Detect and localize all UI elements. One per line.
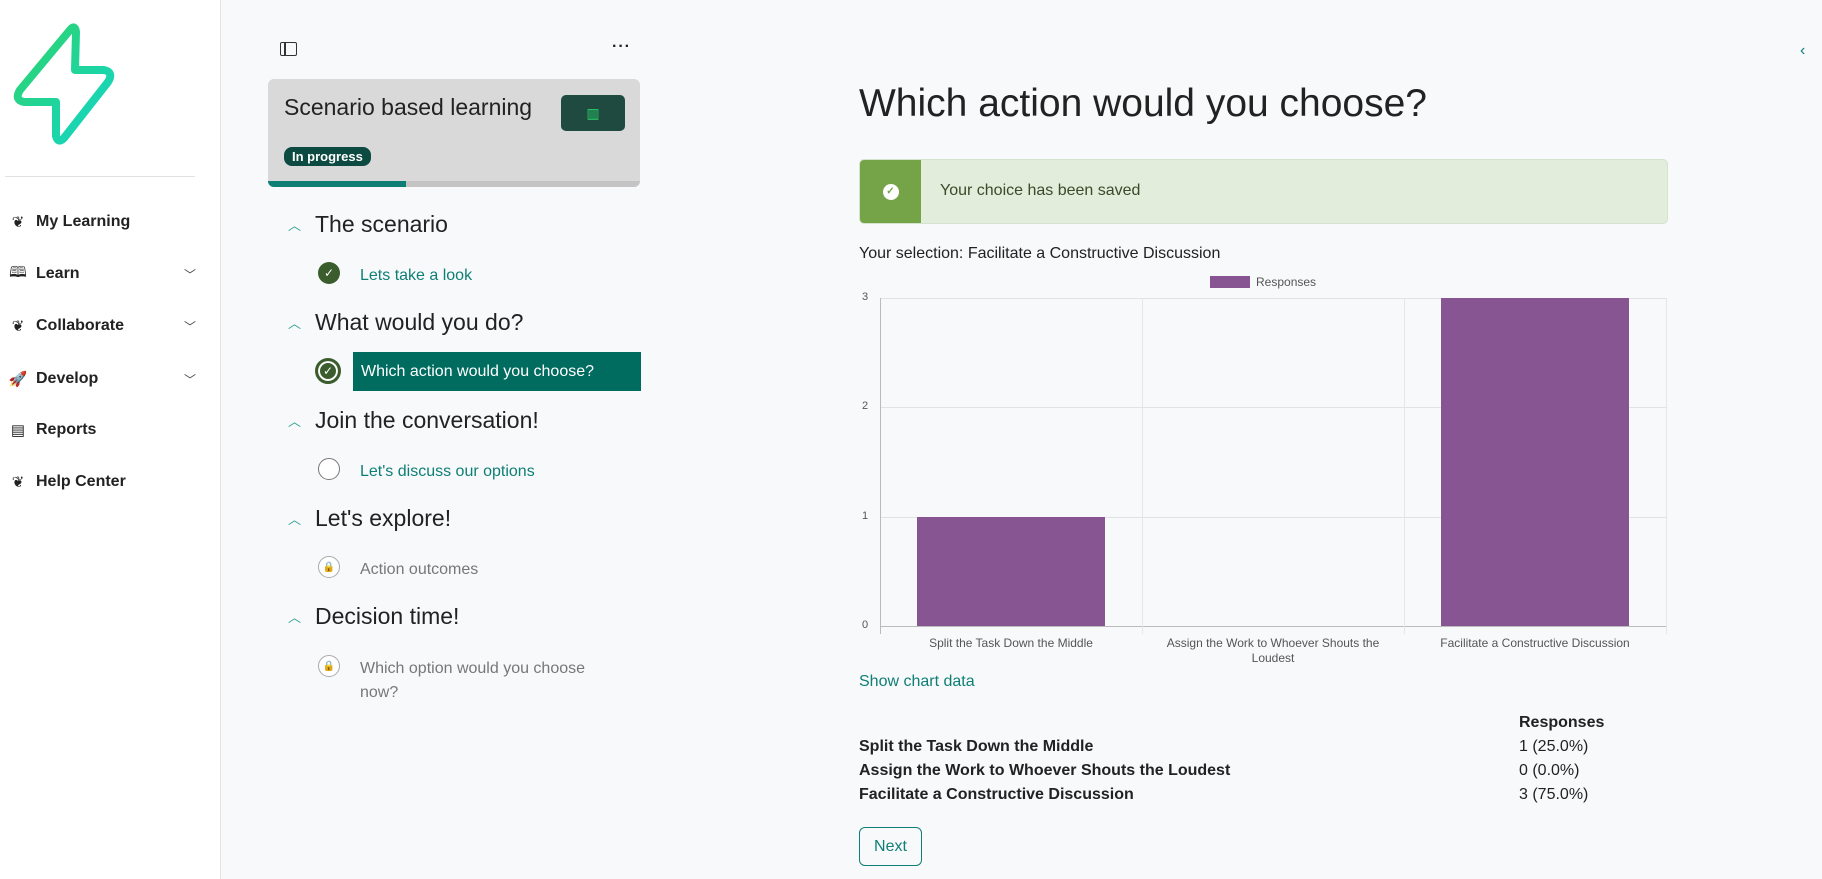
gridline	[880, 298, 1666, 299]
section-heading[interactable]: ︿ The scenario	[288, 211, 448, 238]
y-tick-label: 2	[862, 400, 869, 413]
chevron-up-icon[interactable]: ︿	[288, 218, 302, 233]
y-tick-label: 3	[862, 291, 869, 303]
chevron-up-icon[interactable]: ︿	[288, 610, 302, 625]
divider	[5, 176, 195, 177]
sidebar-toggle-icon[interactable]	[280, 42, 297, 56]
book-icon: 🕮	[9, 263, 27, 281]
gridline	[880, 516, 1666, 518]
gridline-vertical	[1666, 298, 1667, 634]
page-title: Which action would you choose?	[859, 82, 1427, 125]
y-tick-label: 0	[862, 619, 869, 631]
leaf-icon: ❦	[11, 474, 25, 491]
sidebar-item-label: Develop	[36, 370, 99, 387]
outline-item-label: Action outcomes	[360, 561, 479, 578]
table-row: Facilitate a Constructive Discussion 3 (7…	[859, 786, 1619, 804]
sidebar-item-label: Collaborate	[36, 317, 125, 334]
sidebar-item-label: Learn	[36, 265, 80, 282]
x-tick-label: Facilitate a Constructive Discussion	[1440, 636, 1630, 650]
course-card[interactable]: Scenario based learning ▥ In progress	[268, 79, 640, 187]
bar[interactable]	[1440, 298, 1630, 626]
sidebar-item-label: Help Center	[36, 473, 126, 490]
chevron-up-icon[interactable]: ︿	[288, 316, 302, 331]
outline-item: 🔒 Action outcomes	[318, 556, 620, 582]
bar[interactable]	[916, 516, 1106, 626]
sidebar-item-learn[interactable]: 🕮 Learn ﹀	[0, 256, 210, 292]
check-circle-icon: ✓	[315, 358, 341, 384]
row-value: 3 (75.0%)	[1519, 786, 1589, 803]
selection-text: Your selection: Facilitate a Constructiv…	[859, 245, 1221, 262]
y-axis	[880, 298, 881, 634]
section-heading[interactable]: ︿ Decision time!	[288, 603, 459, 630]
leaf-icon: ❦	[11, 318, 25, 335]
table-row: Assign the Work to Whoever Shouts the Lo…	[859, 762, 1619, 780]
chevron-left-icon[interactable]: ‹	[1800, 42, 1806, 59]
sidebar: ❦ My Learning 🕮 Learn ﹀ ❦ Collaborate ﹀ 🚀 Develop…	[0, 0, 221, 879]
outline-item-label: Which option would you choose now?	[360, 660, 586, 701]
next-button[interactable]: Next	[859, 827, 922, 866]
row-label: Assign the Work to Whoever Shouts the Lo…	[859, 762, 1231, 779]
gridline-vertical	[1142, 298, 1143, 634]
gridline-vertical	[1404, 298, 1405, 634]
chevron-down-icon[interactable]: ﹀	[183, 372, 196, 387]
gridline	[880, 407, 1666, 409]
status-badge: In progress	[284, 147, 371, 166]
outline-item: 🔒 Which option would you choose now?	[318, 655, 620, 705]
course-title: Scenario based learning	[284, 94, 533, 120]
lock-icon: 🔒	[318, 655, 340, 677]
show-chart-data-link[interactable]: Show chart data	[859, 673, 975, 690]
chevron-up-icon[interactable]: ︿	[288, 512, 302, 527]
success-alert: ✓ Your choice has been saved	[859, 159, 1668, 224]
sidebar-item-label: My Learning	[36, 213, 131, 230]
sidebar-item-collaborate[interactable]: ❦ Collaborate ﹀	[0, 308, 210, 344]
leaf-icon: ❦	[11, 214, 25, 231]
section-heading[interactable]: ︿ Let's explore!	[288, 505, 451, 532]
section-heading[interactable]: ︿ Join the conversation!	[288, 407, 539, 434]
section-title: Join the conversation!	[315, 407, 539, 433]
section-title: The scenario	[315, 211, 448, 237]
outline-item[interactable]: ✓ Which action would you choose?	[315, 352, 641, 391]
outline-item[interactable]: ✓ Lets take a look	[318, 262, 620, 288]
row-label: Facilitate a Constructive Discussion	[859, 786, 1134, 803]
section-title: Let's explore!	[315, 505, 452, 531]
check-circle-icon: ✓	[318, 262, 340, 284]
more-options-icon[interactable]: ···	[612, 38, 631, 55]
row-value: 1 (25.0%)	[1519, 738, 1589, 755]
legend-swatch	[1210, 276, 1250, 288]
chart-legend: Responses	[1210, 275, 1316, 289]
outline-item-label: Lets take a look	[360, 267, 473, 284]
course-thumbnail: ▥	[561, 95, 625, 131]
outline-item-label: Which action would you choose?	[353, 352, 641, 391]
section-title: Decision time!	[315, 603, 460, 629]
table-header-responses: Responses	[1519, 714, 1605, 731]
x-axis	[880, 626, 1666, 627]
lock-icon: 🔒	[318, 556, 340, 578]
rocket-icon: 🚀	[8, 371, 28, 388]
progress-bar	[268, 181, 640, 187]
sidebar-item-reports[interactable]: ▤ Reports	[0, 412, 210, 448]
y-tick-label: 1	[862, 509, 869, 522]
sidebar-item-my-learning[interactable]: ❦ My Learning	[0, 204, 210, 240]
check-circle-icon: ✓	[860, 160, 921, 223]
outline-item-label: Let's discuss our options	[360, 463, 535, 480]
empty-circle-icon	[318, 458, 340, 480]
sidebar-item-help-center[interactable]: ❦ Help Center	[0, 464, 210, 500]
row-value: 0 (0.0%)	[1519, 762, 1580, 779]
alert-message: Your choice has been saved	[940, 182, 1141, 199]
chevron-down-icon[interactable]: ﹀	[183, 267, 196, 282]
legend-label: Responses	[1256, 275, 1317, 289]
chevron-up-icon[interactable]: ︿	[288, 414, 302, 429]
row-label: Split the Task Down the Middle	[859, 738, 1094, 755]
outline-item[interactable]: Let's discuss our options	[318, 458, 620, 484]
section-heading[interactable]: ︿ What would you do?	[288, 309, 523, 336]
table-row: Split the Task Down the Middle 1 (25.0%)	[859, 738, 1619, 756]
chevron-down-icon[interactable]: ﹀	[183, 319, 196, 334]
report-icon: ▤	[10, 422, 26, 439]
x-tick-label: Split the Task Down the Middle	[929, 636, 1093, 650]
x-tick-label: Assign the Work to Whoever Shouts the Lo…	[1166, 636, 1380, 665]
sidebar-item-label: Reports	[36, 421, 97, 438]
sidebar-item-develop[interactable]: 🚀 Develop ﹀	[0, 361, 210, 397]
logo-bolt-icon	[13, 23, 115, 145]
section-title: What would you do?	[315, 309, 524, 335]
